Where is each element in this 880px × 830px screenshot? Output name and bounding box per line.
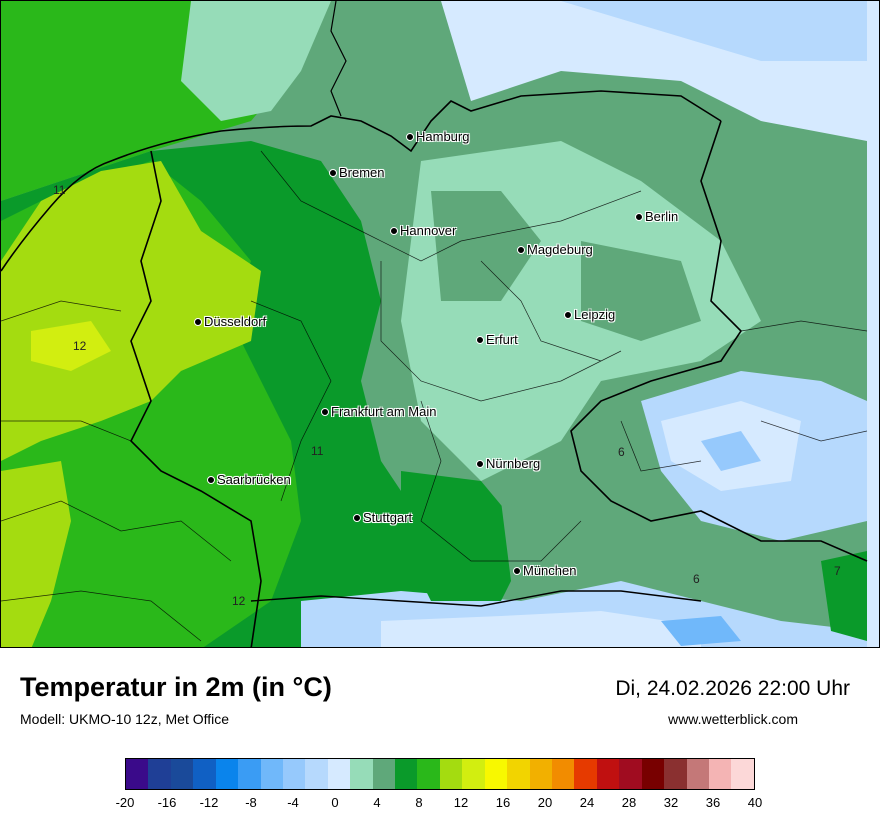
legend-swatch <box>686 759 709 789</box>
legend-tick-label: 0 <box>331 795 339 810</box>
isotherm-label: 12 <box>73 339 87 353</box>
legend-swatch <box>395 759 418 789</box>
legend-tick-label: 4 <box>373 795 381 810</box>
legend-tick-label: -8 <box>245 795 257 810</box>
legend-ticks: -20 -16 -12 -8 -4 0 4 8 12 16 20 24 28 32 36 40 <box>0 795 880 813</box>
legend-swatch <box>731 759 754 789</box>
legend-swatch <box>507 759 530 789</box>
city-label: Hamburg <box>416 129 470 144</box>
isotherm-label: 11 <box>311 444 324 458</box>
legend-swatch <box>708 759 732 789</box>
city-dot-icon <box>517 245 525 254</box>
legend-swatch <box>552 759 575 789</box>
isotherm-label: 6 <box>693 572 700 586</box>
legend-tick-label: -16 <box>157 795 177 810</box>
city-dot-icon <box>476 335 484 344</box>
legend-tick-label: 32 <box>663 795 679 810</box>
isotherm-label: 7 <box>834 564 841 578</box>
legend-swatch <box>641 759 665 789</box>
city-marker-stuttgart[interactable]: Stuttgart <box>353 510 412 525</box>
city-marker-saarbruecken[interactable]: Saarbrücken <box>207 472 291 487</box>
city-marker-erfurt[interactable]: Erfurt <box>476 332 518 347</box>
legend-swatch <box>350 759 373 789</box>
city-marker-muenchen[interactable]: München <box>513 563 576 578</box>
model-info: Modell: UKMO-10 12z, Met Office <box>20 711 230 727</box>
city-marker-nuernberg[interactable]: Nürnberg <box>476 456 540 471</box>
legend-swatch <box>462 759 485 789</box>
city-marker-magdeburg[interactable]: Magdeburg <box>517 242 593 257</box>
city-dot-icon <box>635 212 643 221</box>
legend-swatch <box>215 759 239 789</box>
legend-swatch <box>529 759 553 789</box>
city-label: Nürnberg <box>486 456 541 471</box>
legend-tick-label: -20 <box>115 795 135 810</box>
city-marker-bremen[interactable]: Bremen <box>329 165 385 180</box>
legend-tick-label: 8 <box>415 795 423 810</box>
legend-swatch <box>574 759 597 789</box>
city-label: Berlin <box>645 209 679 224</box>
city-dot-icon <box>390 226 398 235</box>
city-dot-icon <box>564 310 572 319</box>
legend-tick-label: -4 <box>287 795 299 810</box>
legend-tick-label: 16 <box>495 795 511 810</box>
city-dot-icon <box>513 566 521 575</box>
city-dot-icon <box>329 168 337 177</box>
legend-tick-label: 20 <box>537 795 553 810</box>
forecast-datetime: Di, 24.02.2026 22:00 Uhr <box>615 677 850 700</box>
legend-tick-label: 36 <box>705 795 721 810</box>
legend-swatch <box>372 759 396 789</box>
temperature-map[interactable]: Hamburg Bremen Hannover Berlin Magdeburg… <box>0 0 880 648</box>
website-link[interactable]: www.wetterblick.com <box>668 711 798 727</box>
legend-swatch <box>439 759 463 789</box>
city-dot-icon <box>406 132 414 141</box>
city-marker-hannover[interactable]: Hannover <box>390 223 456 238</box>
city-marker-hamburg[interactable]: Hamburg <box>406 129 469 144</box>
city-dot-icon <box>476 459 484 468</box>
city-label: Magdeburg <box>527 242 593 257</box>
city-label: Stuttgart <box>363 510 413 525</box>
legend-swatch <box>417 759 440 789</box>
city-dot-icon <box>353 513 361 522</box>
city-label: Bremen <box>339 165 385 180</box>
city-dot-icon <box>194 317 202 326</box>
legend-tick-label: 24 <box>579 795 595 810</box>
city-label: München <box>523 563 577 578</box>
legend-swatch <box>193 759 216 789</box>
city-marker-berlin[interactable]: Berlin <box>635 209 678 224</box>
map-title: Temperatur in 2m (in °C) <box>20 672 332 702</box>
legend-swatch <box>664 759 687 789</box>
legend-swatch <box>170 759 194 789</box>
legend-tick-label: -12 <box>199 795 219 810</box>
city-label: Leipzig <box>574 307 616 322</box>
legend-swatch <box>148 759 171 789</box>
city-marker-frankfurt[interactable]: Frankfurt am Main <box>321 404 436 419</box>
city-marker-leipzig[interactable]: Leipzig <box>564 307 615 322</box>
isotherm-label: 12 <box>232 594 246 608</box>
isotherm-label: 11 <box>53 183 66 197</box>
legend-swatch <box>238 759 261 789</box>
city-label: Saarbrücken <box>217 472 291 487</box>
legend-tick-label: 40 <box>747 795 763 810</box>
legend-tick-label: 28 <box>621 795 637 810</box>
color-legend <box>125 758 755 790</box>
legend-swatch <box>484 759 508 789</box>
legend-swatch <box>596 759 620 789</box>
isotherm-label: 6 <box>618 445 625 459</box>
legend-swatch <box>260 759 283 789</box>
legend-tick-label: 12 <box>453 795 469 810</box>
legend-swatch <box>126 759 149 789</box>
legend-swatch <box>327 759 351 789</box>
city-dot-icon <box>207 475 215 484</box>
city-label: Düsseldorf <box>204 314 267 329</box>
city-label: Erfurt <box>486 332 518 347</box>
legend-swatch <box>619 759 642 789</box>
city-label: Frankfurt am Main <box>331 404 437 419</box>
city-label: Hannover <box>400 223 457 238</box>
legend-swatch <box>282 759 306 789</box>
city-marker-duesseldorf[interactable]: Düsseldorf <box>194 314 266 329</box>
city-dot-icon <box>321 407 329 416</box>
legend-swatch <box>305 759 328 789</box>
temperature-field <box>1 1 879 647</box>
